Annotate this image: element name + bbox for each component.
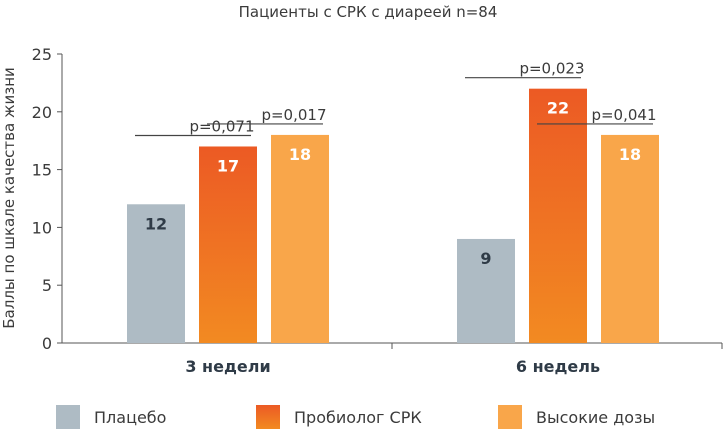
legend-label: Высокие дозы: [536, 408, 655, 427]
bar: [199, 146, 257, 343]
legend-swatch: [256, 405, 280, 429]
bars: 12 17 18 3 недели 9 22 18 6 недель: [127, 88, 659, 376]
bar-value-label: 12: [145, 214, 167, 233]
p-value-label: p=0,041: [591, 106, 656, 124]
p-value-label: p=0,071: [189, 117, 254, 135]
bar: [601, 134, 659, 343]
bar: [127, 204, 185, 343]
legend-swatch: [56, 405, 80, 429]
bar: [457, 238, 515, 343]
bar-value-label: 9: [480, 249, 491, 268]
p-value-label: p=0,023: [519, 60, 584, 78]
x-category-label: 6 недель: [516, 357, 600, 376]
legend-swatch: [498, 405, 522, 429]
y-tick-label: 0: [42, 334, 52, 353]
legend: Плацебо Пробиолог СРК Высокие дозы: [56, 405, 655, 429]
x-category-label: 3 недели: [185, 357, 270, 376]
y-tick-label: 5: [42, 276, 52, 295]
bar-value-label: 18: [619, 145, 641, 164]
y-tick-label: 20: [32, 103, 52, 122]
y-axis-label: Баллы по шкале качества жизни: [0, 67, 18, 329]
legend-label: Плацебо: [94, 408, 166, 427]
bar-value-label: 18: [289, 145, 311, 164]
bar: [271, 134, 329, 343]
bar-value-label: 17: [217, 156, 239, 175]
bar-value-label: 22: [547, 99, 569, 118]
p-value-label: p=0,017: [261, 106, 326, 124]
legend-label: Пробиолог СРК: [294, 408, 422, 427]
chart-title: Пациенты с СРК с диареей n=84: [239, 3, 498, 21]
y-tick-label: 15: [32, 161, 52, 180]
p-value-annotations: p=0,071 p=0,017 p=0,023 p=0,041: [135, 60, 657, 137]
bar: [529, 88, 587, 344]
y-tick-label: 10: [32, 218, 52, 237]
y-tick-label: 25: [32, 45, 52, 64]
